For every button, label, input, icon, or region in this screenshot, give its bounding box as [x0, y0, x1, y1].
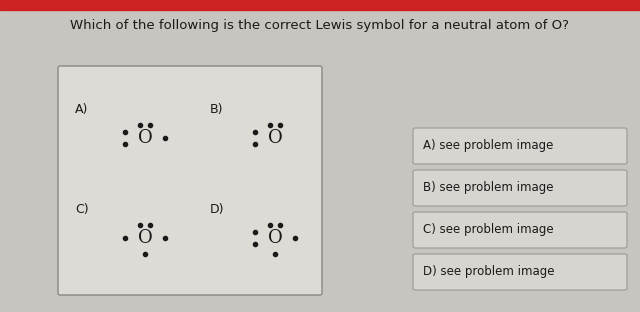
Text: B) see problem image: B) see problem image: [423, 182, 554, 194]
Text: D): D): [210, 203, 225, 217]
Text: D) see problem image: D) see problem image: [423, 266, 554, 279]
FancyBboxPatch shape: [413, 170, 627, 206]
FancyBboxPatch shape: [413, 254, 627, 290]
Text: A): A): [75, 104, 88, 116]
Text: C): C): [75, 203, 88, 217]
Text: C) see problem image: C) see problem image: [423, 223, 554, 236]
Text: O: O: [268, 229, 282, 247]
FancyBboxPatch shape: [413, 212, 627, 248]
FancyBboxPatch shape: [413, 128, 627, 164]
Text: O: O: [138, 129, 152, 147]
FancyBboxPatch shape: [58, 66, 322, 295]
Bar: [0, 0, 640, 10]
Text: O: O: [138, 229, 152, 247]
Text: A) see problem image: A) see problem image: [423, 139, 554, 153]
Text: B): B): [210, 104, 223, 116]
Text: Which of the following is the correct Lewis symbol for a neutral atom of O?: Which of the following is the correct Le…: [70, 19, 570, 32]
Text: O: O: [268, 129, 282, 147]
